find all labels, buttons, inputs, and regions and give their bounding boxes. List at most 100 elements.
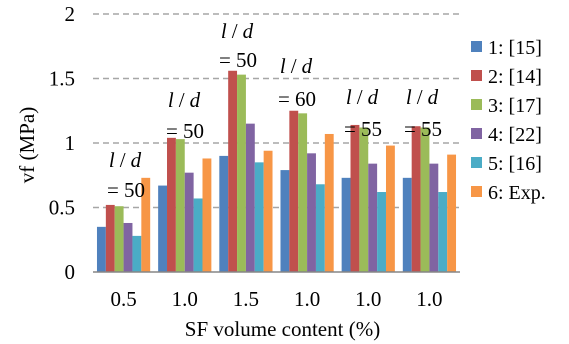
x-tick-label: 1.0	[172, 287, 198, 311]
ld-slash: /	[179, 88, 185, 112]
ld-annotation: l / d = 50	[219, 19, 257, 72]
bar	[324, 133, 334, 272]
ld-value-label: = 55	[344, 117, 382, 141]
x-tick-label: 1.0	[355, 287, 381, 311]
bar	[298, 113, 308, 272]
ld-d: d	[368, 85, 379, 109]
ld-ratio-label: l / d	[406, 85, 439, 109]
bar	[438, 192, 448, 272]
ld-ratio-label: l / d	[109, 148, 142, 172]
bar	[307, 153, 316, 272]
legend-label: 1: [15]	[488, 37, 542, 59]
ld-value-label: = 50	[166, 119, 204, 143]
ld-l: l	[346, 85, 352, 109]
y-tick-label: 1	[65, 131, 76, 155]
bar	[132, 235, 142, 272]
ld-slash: /	[357, 85, 363, 109]
y-tick-label: 2	[65, 2, 76, 26]
legend-swatch	[471, 99, 482, 110]
legend-item: 2: [14]	[471, 66, 542, 88]
bar	[315, 184, 325, 272]
bar	[402, 177, 412, 272]
ld-ratio-label: l / d	[221, 19, 254, 43]
x-tick-label: 1.5	[233, 287, 259, 311]
bar	[96, 226, 106, 272]
bar	[447, 154, 457, 272]
ld-d: d	[428, 85, 439, 109]
bars	[96, 70, 457, 273]
bar	[167, 137, 176, 272]
legend-swatch	[471, 41, 482, 52]
legend-item: 6: Exp.	[471, 182, 546, 204]
bar	[202, 158, 212, 272]
legend-item: 4: [22]	[471, 124, 542, 146]
y-tick-label: 1.5	[49, 67, 75, 91]
ld-d: d	[131, 148, 142, 172]
ld-slash: /	[417, 85, 423, 109]
legend-swatch	[471, 128, 482, 139]
legend-swatch	[471, 70, 482, 81]
bar	[350, 124, 360, 272]
legend: 1: [15] 2: [14] 3: [17] 4: [22] 5: [16] 6: Ex…	[471, 37, 546, 204]
ld-l: l	[406, 85, 412, 109]
bar	[237, 74, 246, 272]
bar	[289, 110, 299, 272]
bar	[411, 126, 421, 272]
bar	[368, 163, 378, 272]
y-tick-label: 0	[65, 260, 76, 284]
ld-l: l	[168, 88, 174, 112]
legend-label: 2: [14]	[488, 66, 542, 88]
bar	[141, 177, 151, 272]
ld-annotation: l / d = 50	[107, 148, 145, 202]
bar	[377, 192, 386, 272]
x-tick-label: 1.0	[416, 287, 442, 311]
bar	[280, 170, 290, 272]
bar	[254, 162, 264, 272]
bar	[219, 155, 229, 272]
y-tick-label: 0.5	[49, 196, 75, 220]
ld-slash: /	[291, 54, 297, 78]
bar	[175, 139, 185, 272]
x-tick-labels: 0.5 1.0 1.5 1.0 1.0 1.0	[110, 287, 442, 311]
ld-annotation: l / d = 55	[404, 85, 442, 141]
x-axis-title: SF volume content (%)	[185, 317, 380, 341]
legend-swatch	[471, 186, 482, 197]
x-tick-label: 0.5	[110, 287, 136, 311]
ld-annotation: l / d = 60	[278, 54, 316, 111]
ld-d: d	[243, 19, 254, 43]
bar	[123, 222, 133, 272]
legend-item: 5: [16]	[471, 153, 542, 175]
ld-l: l	[109, 148, 115, 172]
ld-ratio-label: l / d	[280, 54, 313, 78]
bar	[245, 123, 255, 273]
ld-slash: /	[232, 19, 238, 43]
legend-swatch	[471, 157, 482, 168]
ld-slash: /	[120, 148, 126, 172]
ld-ratio-label: l / d	[346, 85, 379, 109]
bar	[158, 185, 168, 272]
ld-l: l	[280, 54, 286, 78]
ld-ratio-label: l / d	[168, 88, 201, 112]
legend-label: 3: [17]	[488, 95, 542, 117]
ld-annotation: l / d = 50	[166, 88, 204, 143]
bar	[114, 206, 124, 272]
bar	[385, 145, 395, 272]
bar	[263, 150, 273, 272]
bar	[420, 127, 430, 273]
bar	[184, 172, 194, 272]
ld-value-label: = 55	[404, 117, 442, 141]
ld-d: d	[190, 88, 201, 112]
legend-label: 6: Exp.	[488, 182, 546, 204]
gridlines	[93, 13, 460, 209]
x-tick-label: 1.0	[294, 287, 320, 311]
legend-label: 5: [16]	[488, 153, 542, 175]
legend-item: 1: [15]	[471, 37, 542, 59]
bar	[359, 127, 369, 273]
ld-annotation: l / d = 55	[344, 85, 382, 141]
ld-value-label: = 50	[219, 48, 257, 72]
bar	[429, 163, 439, 272]
bar	[193, 198, 203, 272]
aspect-ratio-annotations: l / d= 50l / d= 50l / d= 50 l / d= 60 l / d= 55l / d= …	[107, 19, 442, 202]
bar	[105, 204, 115, 272]
